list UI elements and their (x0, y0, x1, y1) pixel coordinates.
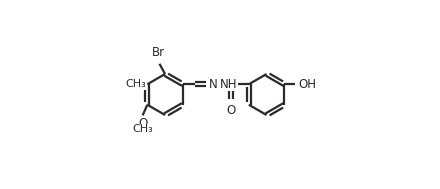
Text: O: O (138, 117, 147, 130)
Text: O: O (226, 104, 235, 117)
Text: N: N (209, 78, 217, 91)
Text: NH: NH (220, 78, 238, 91)
Text: CH₃: CH₃ (133, 124, 154, 134)
Text: Br: Br (151, 46, 165, 59)
Text: CH₃: CH₃ (126, 79, 147, 89)
Text: O: O (125, 78, 134, 91)
Text: OH: OH (298, 78, 316, 91)
